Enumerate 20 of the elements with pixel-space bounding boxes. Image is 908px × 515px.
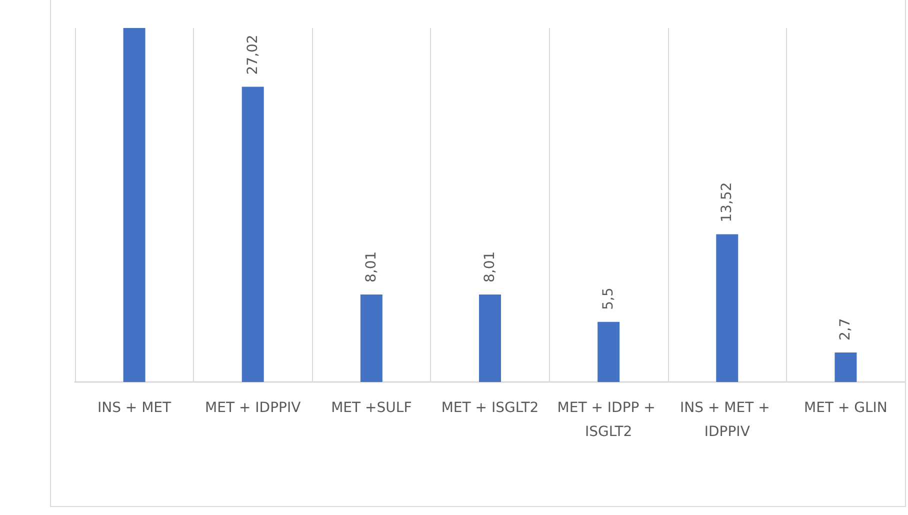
data-label: 5,5 bbox=[600, 288, 617, 310]
x-tick-label: INS + MET bbox=[97, 400, 172, 416]
bar bbox=[123, 28, 146, 382]
bar bbox=[716, 234, 738, 382]
x-tick-label: MET + GLIN bbox=[804, 400, 888, 416]
x-tick-label: INS + MET + IDPPIV bbox=[680, 400, 774, 440]
bar bbox=[242, 86, 264, 382]
bar bbox=[479, 294, 501, 382]
data-label: 27,02 bbox=[244, 34, 261, 75]
x-tick-label: MET + IDPP + ISGLT2 bbox=[557, 400, 660, 440]
data-label: 8,01 bbox=[482, 251, 498, 282]
data-label: 8,01 bbox=[363, 251, 380, 282]
bar bbox=[834, 352, 857, 382]
x-tick-label: MET +SULF bbox=[331, 400, 412, 416]
bar bbox=[360, 294, 382, 382]
x-tick-label: MET + IDPPIV bbox=[205, 400, 302, 416]
data-label: 2,7 bbox=[838, 318, 854, 340]
bar bbox=[598, 322, 620, 382]
data-label: 13,52 bbox=[719, 182, 736, 222]
x-tick-label: MET + ISGLT2 bbox=[441, 400, 539, 416]
